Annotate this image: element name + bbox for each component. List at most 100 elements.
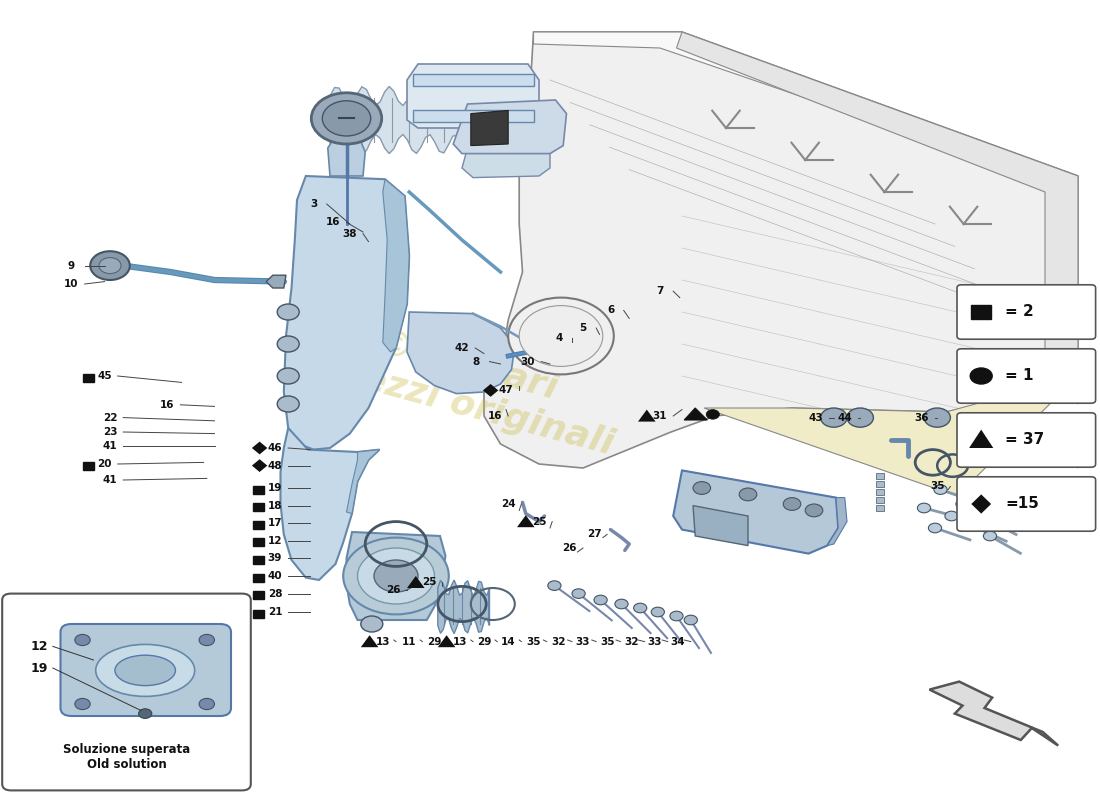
Text: 22: 22 — [102, 413, 118, 422]
Text: 41: 41 — [102, 475, 118, 485]
Circle shape — [277, 304, 299, 320]
Bar — [253, 591, 264, 599]
Circle shape — [322, 101, 371, 136]
Bar — [412, 110, 534, 122]
Text: 26: 26 — [386, 586, 402, 595]
Text: © Ferrari
a pezzi originali: © Ferrari a pezzi originali — [297, 306, 627, 462]
Circle shape — [594, 595, 607, 605]
Text: 16: 16 — [487, 411, 503, 421]
Text: 25: 25 — [531, 517, 547, 526]
Text: 4: 4 — [556, 333, 562, 342]
Bar — [412, 74, 534, 86]
Text: 25: 25 — [421, 578, 437, 587]
Circle shape — [783, 498, 801, 510]
Bar — [253, 538, 264, 546]
Circle shape — [924, 408, 950, 427]
Bar — [253, 574, 264, 582]
Text: 9: 9 — [68, 261, 75, 270]
Circle shape — [311, 93, 382, 144]
Text: 7: 7 — [657, 286, 663, 296]
Circle shape — [99, 258, 121, 274]
Circle shape — [983, 531, 997, 541]
Circle shape — [139, 709, 152, 718]
Circle shape — [361, 616, 383, 632]
Polygon shape — [930, 682, 1058, 746]
Bar — [253, 521, 264, 529]
Text: 33: 33 — [575, 637, 591, 646]
Circle shape — [978, 514, 991, 523]
Polygon shape — [438, 635, 455, 647]
Text: 23: 23 — [102, 427, 118, 437]
Text: 27: 27 — [586, 530, 602, 539]
Bar — [253, 556, 264, 564]
Polygon shape — [969, 430, 993, 448]
Text: 46: 46 — [267, 443, 283, 453]
Text: 20: 20 — [97, 459, 112, 469]
Polygon shape — [383, 179, 409, 352]
Circle shape — [693, 482, 711, 494]
Text: 5: 5 — [580, 323, 586, 333]
Circle shape — [75, 698, 90, 710]
Text: 16: 16 — [160, 400, 175, 410]
Circle shape — [847, 408, 873, 427]
Text: 19: 19 — [267, 483, 283, 493]
Text: 36: 36 — [914, 413, 929, 422]
Polygon shape — [483, 384, 498, 397]
Circle shape — [199, 634, 214, 646]
Text: = 37: = 37 — [1005, 433, 1045, 447]
Text: 10: 10 — [64, 279, 79, 289]
Text: 34: 34 — [670, 637, 685, 646]
Text: Soluzione superata
Old solution: Soluzione superata Old solution — [63, 742, 190, 771]
Circle shape — [548, 581, 561, 590]
FancyBboxPatch shape — [60, 624, 231, 716]
Circle shape — [374, 560, 418, 592]
Circle shape — [75, 634, 90, 646]
Bar — [253, 503, 264, 511]
FancyBboxPatch shape — [2, 594, 251, 790]
Text: 3: 3 — [310, 199, 317, 209]
Text: 32: 32 — [624, 637, 639, 646]
FancyBboxPatch shape — [957, 349, 1096, 403]
Polygon shape — [280, 428, 380, 580]
Text: 13: 13 — [452, 637, 468, 646]
Text: 48: 48 — [267, 461, 283, 470]
Ellipse shape — [96, 645, 195, 696]
Text: 38: 38 — [342, 229, 358, 238]
Polygon shape — [438, 580, 490, 634]
Polygon shape — [484, 32, 1078, 468]
Text: =15: =15 — [1005, 497, 1040, 511]
Text: 31: 31 — [652, 411, 668, 421]
Circle shape — [956, 499, 969, 509]
Circle shape — [917, 503, 931, 513]
Bar — [876, 473, 884, 479]
Polygon shape — [453, 100, 566, 154]
FancyBboxPatch shape — [957, 477, 1096, 531]
Text: 32: 32 — [551, 637, 566, 646]
Bar — [82, 462, 94, 470]
Text: 19: 19 — [31, 662, 48, 674]
Polygon shape — [517, 515, 535, 527]
Text: 41: 41 — [102, 442, 118, 451]
Circle shape — [277, 336, 299, 352]
Circle shape — [343, 538, 449, 614]
Circle shape — [277, 368, 299, 384]
Polygon shape — [252, 459, 267, 472]
Polygon shape — [284, 176, 409, 450]
Text: 26: 26 — [562, 543, 578, 553]
Circle shape — [739, 488, 757, 501]
Bar — [971, 305, 991, 319]
Circle shape — [821, 408, 847, 427]
Text: 6: 6 — [607, 306, 614, 315]
FancyBboxPatch shape — [957, 285, 1096, 339]
Text: 35: 35 — [526, 637, 541, 646]
Text: 45: 45 — [97, 371, 112, 381]
Text: 8: 8 — [473, 357, 480, 366]
Text: 33: 33 — [647, 637, 662, 646]
Polygon shape — [346, 450, 380, 514]
Text: 17: 17 — [267, 518, 283, 528]
Text: 11: 11 — [402, 637, 417, 646]
Circle shape — [277, 396, 299, 412]
Circle shape — [572, 589, 585, 598]
Circle shape — [615, 599, 628, 609]
Circle shape — [519, 306, 603, 366]
